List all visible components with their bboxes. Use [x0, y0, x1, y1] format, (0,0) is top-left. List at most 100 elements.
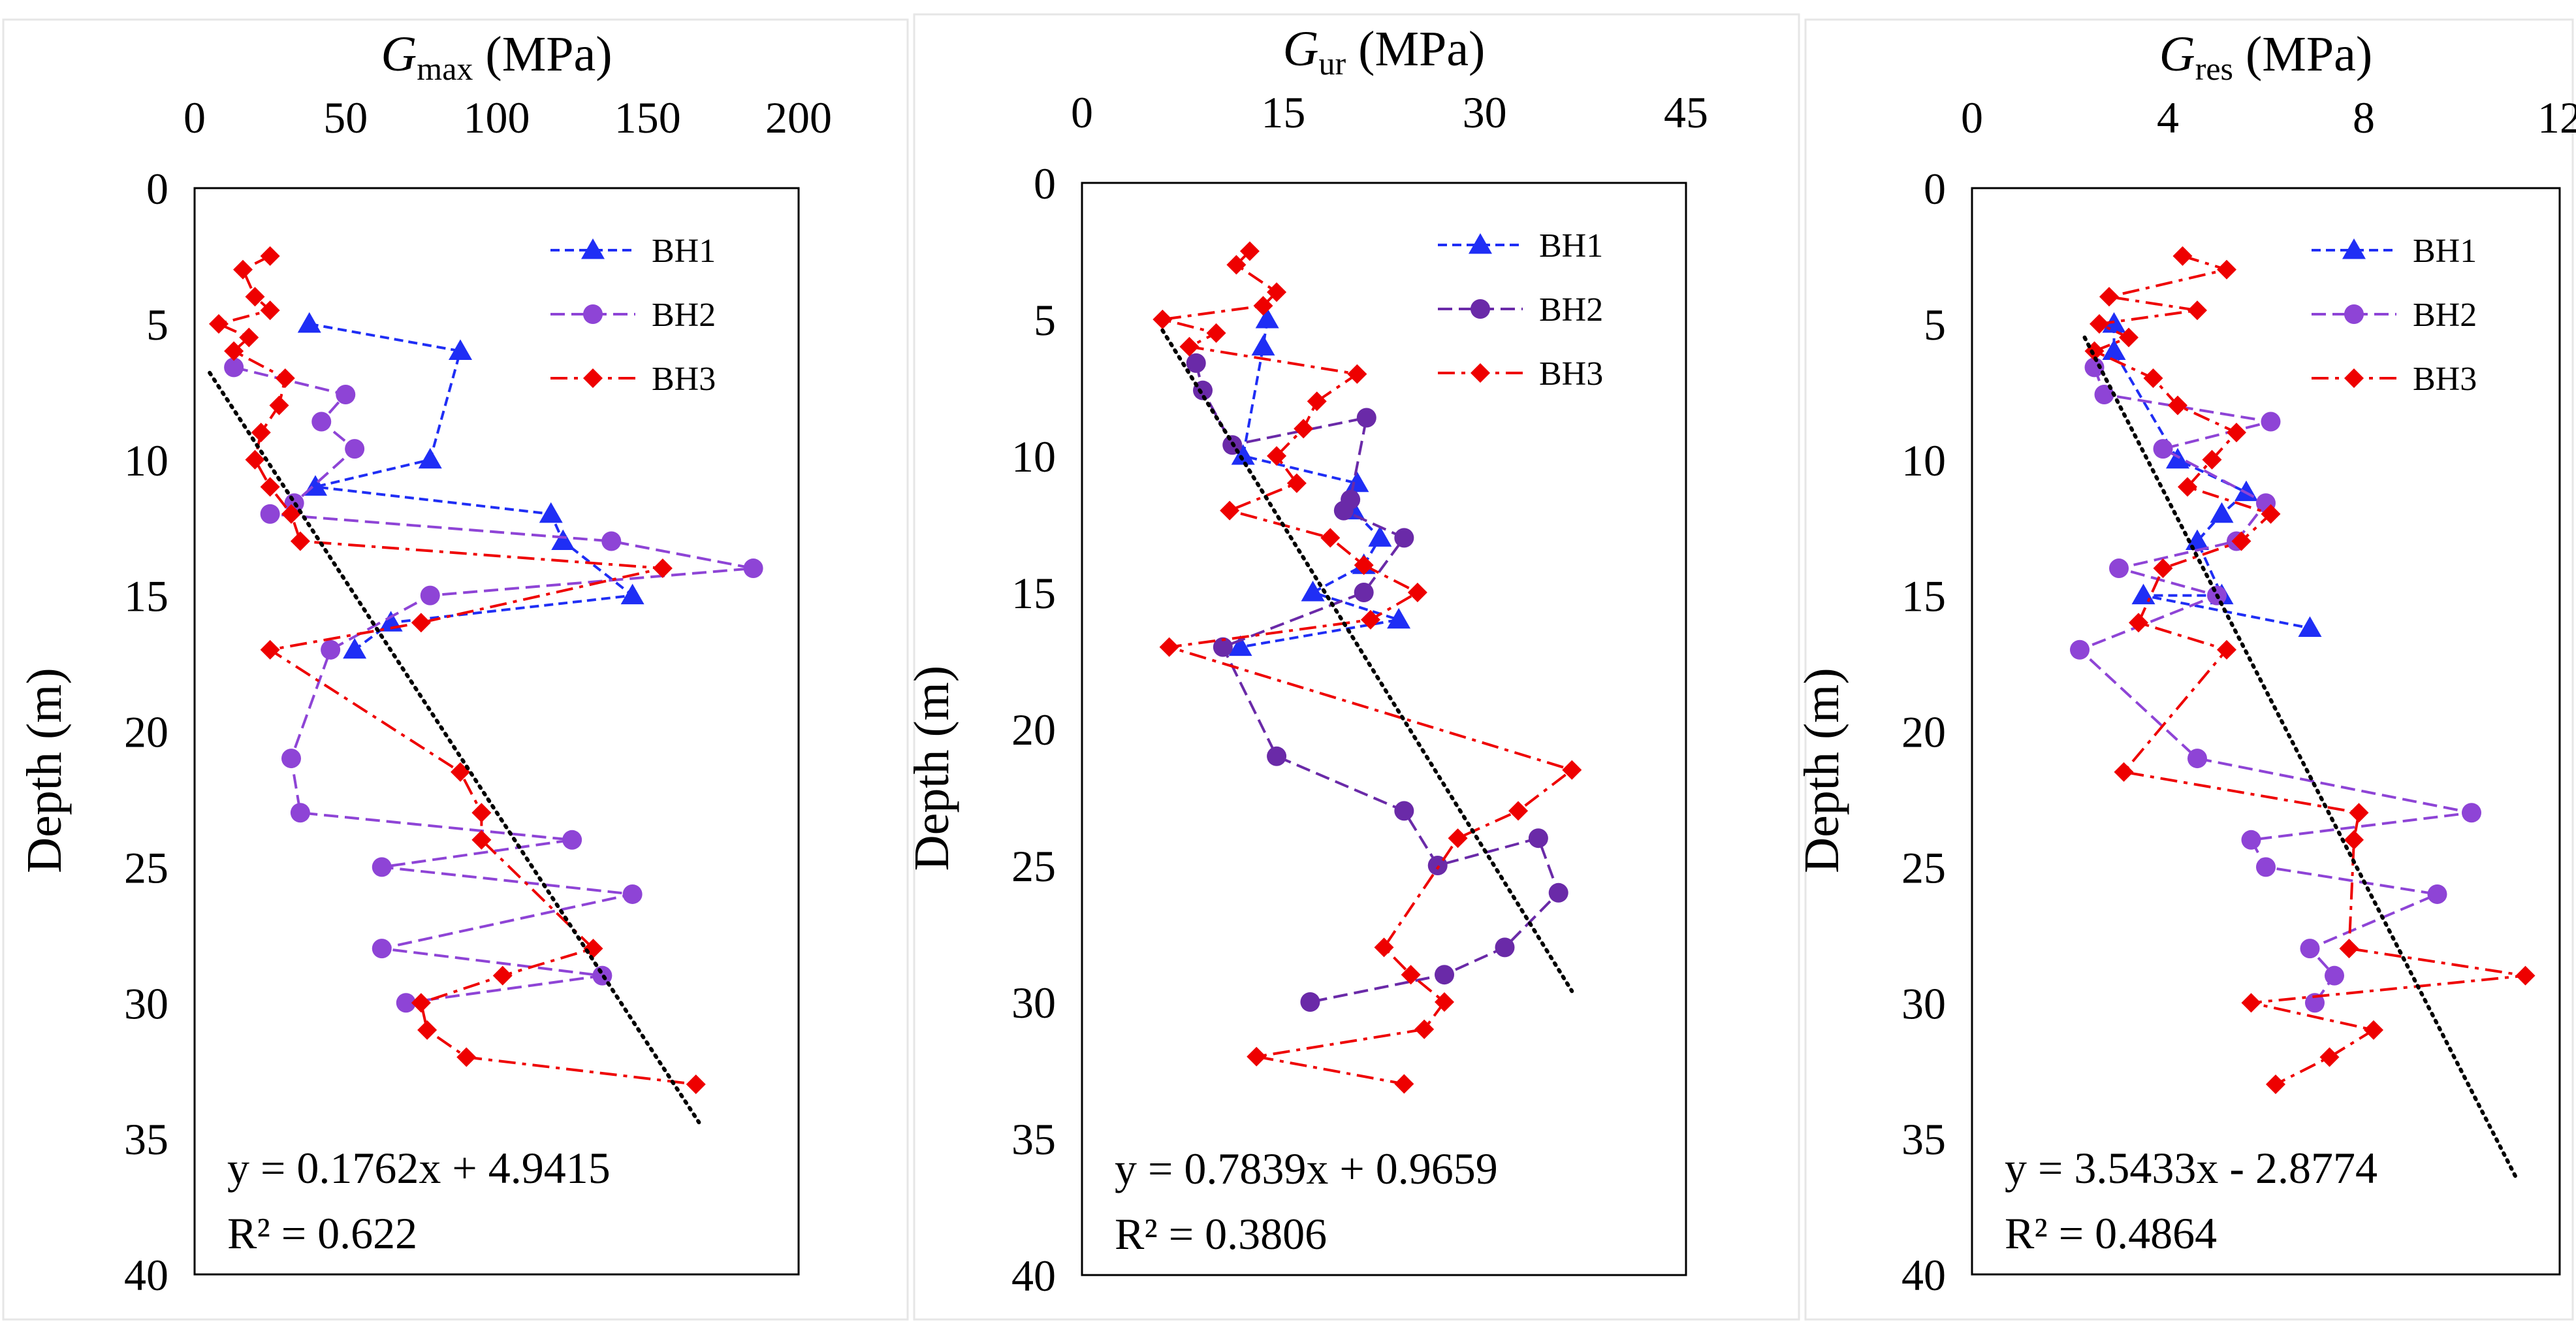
plot-area [1081, 182, 1687, 1276]
legend-label: BH1 [1539, 227, 1603, 265]
series-bh1 [297, 312, 644, 659]
y-tick-label: 5 [1034, 295, 1056, 345]
data-point [551, 529, 575, 550]
data-point [1495, 937, 1515, 958]
y-tick-label: 10 [1901, 436, 1946, 485]
data-point [1206, 323, 1226, 343]
data-point [2129, 613, 2148, 633]
data-point [420, 585, 440, 606]
y-tick-label: 40 [1901, 1250, 1946, 1300]
data-point [321, 639, 341, 660]
data-point [2256, 857, 2276, 877]
data-point [411, 613, 431, 633]
x-tick-label: 0 [183, 93, 206, 142]
panel-frame [1804, 18, 2574, 1321]
data-point [2143, 368, 2163, 389]
legend-marker [1471, 363, 1490, 383]
data-point [260, 504, 280, 524]
data-point [224, 357, 244, 378]
data-point [1354, 555, 1374, 575]
y-tick-label: 30 [1901, 978, 1946, 1028]
data-point [2187, 300, 2207, 321]
legend-item-bh1: BH1 [550, 233, 716, 270]
data-point [417, 1020, 437, 1040]
trendline-equation: y = 0.1762x + 4.9415 [227, 1143, 611, 1193]
chart-panel-3: Gres (MPa) 0 4 8 12 0 5 10 15 20 25 30 35 40 Depth (m)… [1794, 18, 2576, 1321]
x-axis-title-sub: ur [1319, 45, 1346, 82]
y-axis-title: Depth (m) [904, 666, 959, 871]
y-tick-label: 15 [124, 572, 168, 621]
data-point [2217, 639, 2236, 660]
legend-marker [583, 368, 603, 388]
y-tick-label: 30 [124, 978, 168, 1028]
data-point [620, 583, 644, 605]
legend-marker [2344, 304, 2364, 324]
legend-label: BH1 [2413, 233, 2477, 270]
y-tick-label: 25 [1901, 843, 1946, 892]
chart-panel-1: Gmax (MPa) 0 50 100 150 200 0 5 10 15 20 25 30 35 40 De… [2, 18, 909, 1321]
data-point [345, 439, 365, 459]
data-point [2210, 502, 2234, 523]
data-point [1267, 746, 1287, 766]
data-point [1267, 446, 1287, 466]
data-point [281, 504, 301, 524]
data-point [1368, 526, 1392, 547]
legend-label: BH2 [2413, 297, 2477, 334]
data-point [2168, 395, 2187, 415]
data-point [260, 246, 280, 266]
data-point [1448, 828, 1468, 849]
x-tick-label: 0 [1961, 93, 1983, 142]
series-line-bh2 [233, 366, 754, 1005]
data-point [622, 884, 643, 904]
data-point [233, 259, 253, 280]
legend-item-bh1: BH1 [2312, 233, 2477, 270]
x-axis-title: Gres (MPa) [2159, 27, 2372, 87]
data-point [1220, 500, 1240, 521]
y-tick-label: 35 [1011, 1114, 1056, 1164]
trendline-r2: R² = 0.4864 [2005, 1208, 2217, 1258]
data-point [1228, 635, 1252, 656]
data-point [2153, 439, 2173, 459]
data-point [2172, 246, 2193, 266]
data-point [396, 993, 416, 1013]
data-point [1347, 364, 1367, 384]
data-point [1354, 583, 1374, 602]
legend-label: BH2 [652, 297, 716, 334]
x-tick-label: 50 [323, 93, 368, 142]
data-point [275, 368, 295, 389]
x-axis-title: Gur (MPa) [1283, 22, 1486, 82]
trendline [1160, 328, 1574, 994]
y-tick-label: 15 [1901, 572, 1946, 621]
data-point [1407, 583, 1427, 602]
x-tick-label: 15 [1261, 88, 1305, 137]
data-point [2094, 384, 2114, 404]
data-point [260, 477, 280, 497]
series-bh2 [1186, 353, 1568, 1012]
x-tick-label: 8 [2353, 93, 2375, 142]
chart-panel-2: Gur (MPa) 0 15 30 45 0 5 10 15 20 25 30 35 40 Depth (m… [904, 13, 1800, 1321]
data-point [372, 857, 392, 877]
legend-label: BH3 [652, 361, 716, 398]
data-point [1435, 992, 1454, 1012]
data-point [311, 412, 332, 432]
x-axis-title-unit: (MPa) [1346, 22, 1485, 76]
data-point [2261, 412, 2281, 432]
data-point [2344, 830, 2364, 850]
series-bh3 [1153, 241, 1582, 1094]
data-point [1333, 500, 1354, 521]
data-point [2166, 447, 2189, 469]
data-point [2114, 762, 2134, 782]
data-point [1186, 353, 1206, 373]
data-point [1231, 444, 1255, 465]
data-point [1356, 408, 1376, 428]
data-point [1387, 607, 1411, 629]
legend-marker [2344, 368, 2364, 388]
data-point [2178, 477, 2197, 497]
y-tick-label: 30 [1011, 978, 1056, 1027]
data-point [1300, 992, 1320, 1012]
data-point [2099, 287, 2119, 307]
x-tick-label: 100 [464, 93, 530, 142]
data-point [290, 803, 310, 823]
data-point [1226, 255, 1247, 275]
legend-item-bh2: BH2 [2312, 297, 2477, 334]
